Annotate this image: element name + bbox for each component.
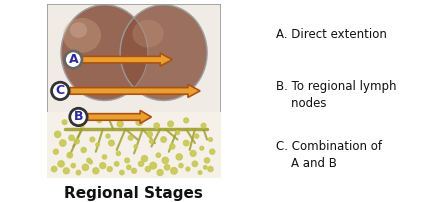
Circle shape [142, 156, 148, 162]
Circle shape [134, 145, 138, 148]
Circle shape [54, 131, 61, 137]
Circle shape [60, 140, 66, 146]
Circle shape [208, 138, 212, 141]
Circle shape [115, 162, 119, 166]
Text: C. Combination of
    A and B: C. Combination of A and B [275, 140, 381, 170]
Circle shape [51, 166, 57, 172]
Text: B. To regional lymph
    nodes: B. To regional lymph nodes [275, 80, 396, 110]
Text: B: B [74, 110, 83, 123]
Circle shape [201, 123, 206, 128]
Ellipse shape [63, 18, 101, 53]
Circle shape [157, 169, 163, 176]
Circle shape [96, 143, 100, 146]
Circle shape [127, 165, 131, 169]
Ellipse shape [61, 5, 148, 100]
Circle shape [156, 153, 160, 157]
Circle shape [54, 149, 58, 154]
Circle shape [170, 144, 175, 149]
Circle shape [128, 136, 133, 140]
Ellipse shape [70, 22, 87, 38]
Circle shape [71, 163, 76, 168]
Circle shape [81, 147, 86, 153]
Circle shape [70, 108, 87, 126]
Ellipse shape [120, 5, 207, 100]
Circle shape [190, 150, 196, 156]
Circle shape [69, 135, 74, 140]
Circle shape [162, 157, 169, 163]
Circle shape [117, 121, 123, 127]
Circle shape [179, 164, 183, 168]
Circle shape [89, 160, 92, 164]
Bar [47, 112, 221, 178]
Circle shape [62, 120, 67, 124]
Circle shape [80, 124, 84, 127]
Circle shape [139, 161, 144, 166]
Circle shape [136, 119, 142, 125]
Circle shape [208, 166, 213, 172]
Circle shape [184, 118, 189, 123]
Circle shape [67, 153, 73, 158]
Circle shape [109, 140, 114, 146]
Circle shape [205, 158, 210, 163]
Circle shape [210, 149, 215, 154]
Circle shape [51, 82, 69, 100]
FancyBboxPatch shape [47, 4, 221, 178]
Circle shape [168, 121, 173, 127]
Text: C: C [56, 84, 65, 97]
Circle shape [184, 140, 189, 146]
Circle shape [175, 131, 179, 135]
Text: A. Direct extention: A. Direct extention [275, 28, 387, 41]
Circle shape [120, 170, 124, 175]
Circle shape [147, 132, 152, 137]
Circle shape [76, 170, 81, 175]
Text: A: A [69, 53, 78, 66]
Circle shape [93, 168, 99, 174]
Circle shape [200, 146, 204, 150]
FancyArrow shape [82, 53, 172, 66]
Circle shape [103, 155, 106, 159]
Circle shape [161, 137, 166, 142]
Circle shape [203, 166, 207, 169]
Circle shape [106, 134, 110, 138]
Circle shape [198, 171, 202, 174]
FancyArrow shape [79, 110, 151, 123]
Circle shape [149, 139, 154, 143]
FancyArrow shape [70, 84, 200, 97]
Circle shape [87, 158, 91, 163]
Circle shape [154, 123, 159, 128]
Circle shape [145, 166, 151, 172]
Circle shape [150, 162, 157, 169]
Circle shape [132, 168, 136, 173]
Circle shape [194, 134, 199, 138]
Circle shape [171, 167, 177, 174]
Circle shape [100, 163, 106, 169]
Text: Regional Stages: Regional Stages [63, 186, 202, 201]
Circle shape [97, 118, 102, 123]
Circle shape [74, 139, 79, 144]
Circle shape [192, 161, 198, 167]
Ellipse shape [132, 20, 163, 47]
Circle shape [90, 137, 95, 142]
Circle shape [125, 158, 130, 163]
Circle shape [186, 167, 190, 171]
Circle shape [107, 167, 112, 171]
Circle shape [58, 161, 64, 167]
Circle shape [82, 164, 88, 170]
Circle shape [164, 165, 170, 170]
Circle shape [176, 154, 182, 160]
Circle shape [63, 168, 69, 174]
Circle shape [116, 151, 121, 156]
Circle shape [65, 51, 82, 68]
